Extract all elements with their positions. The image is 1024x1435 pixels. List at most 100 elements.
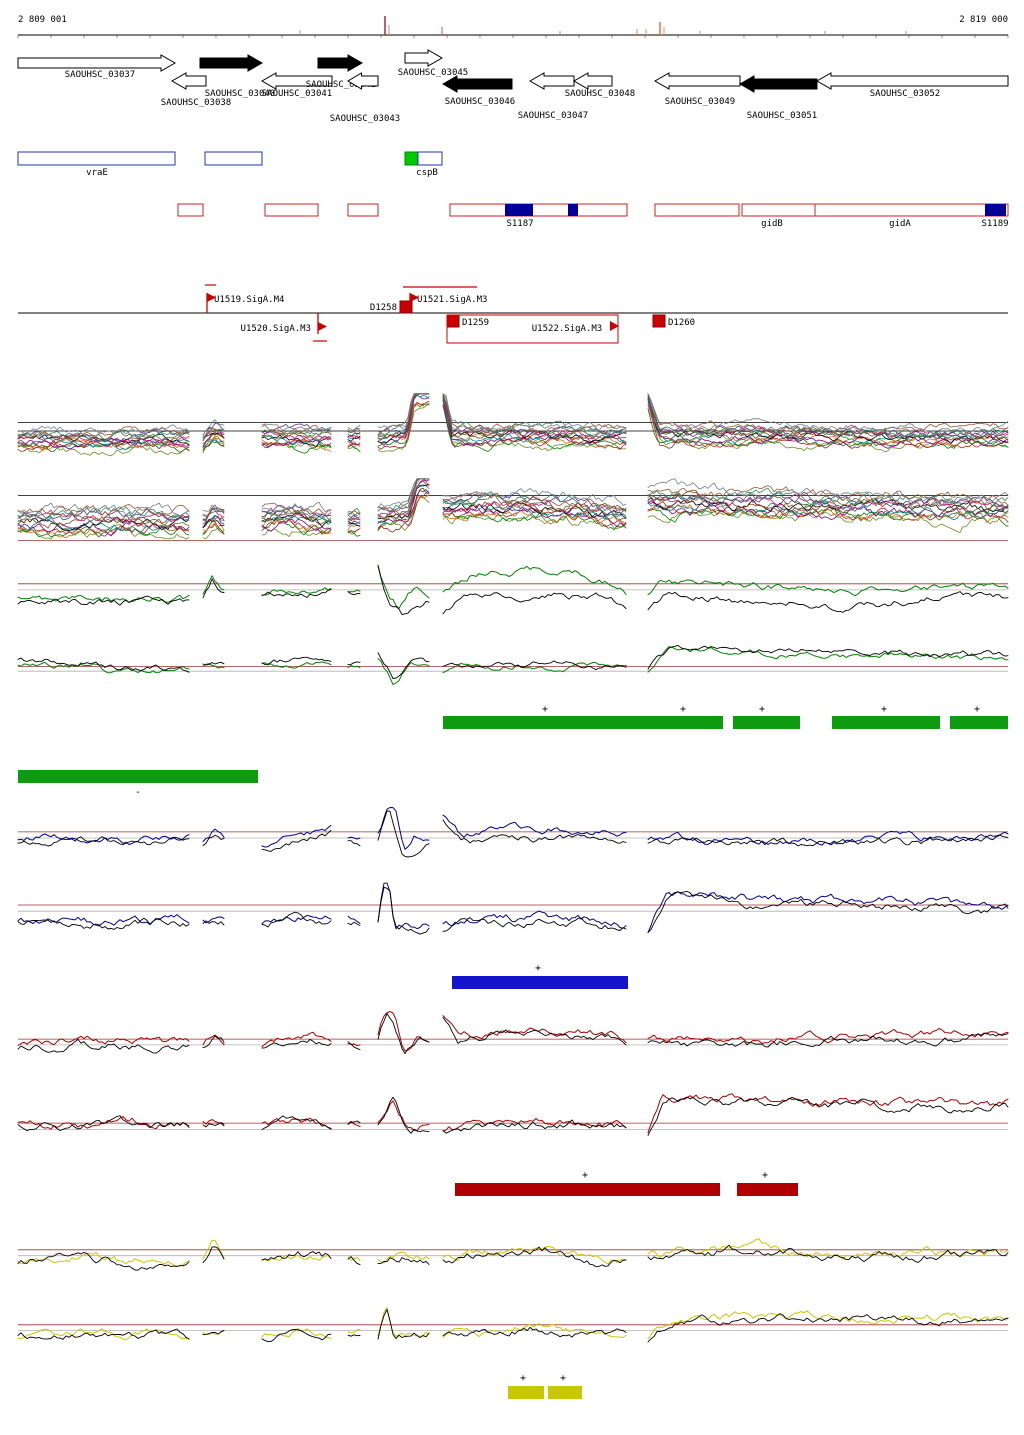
tss-label: D1258 — [370, 303, 397, 313]
expression-trace — [442, 1326, 627, 1338]
expression-trace — [202, 575, 225, 595]
expression-trace — [347, 424, 361, 433]
expression-trace — [347, 664, 361, 669]
gene-arrow-SAOUHSC_03046[interactable] — [441, 75, 513, 93]
strand-sign: + — [535, 963, 541, 974]
operon-box[interactable] — [264, 203, 319, 217]
expression-trace — [377, 393, 430, 429]
srna-box[interactable] — [505, 204, 533, 216]
strand-sign: + — [560, 1373, 566, 1384]
expression-trace — [647, 591, 1009, 613]
gene-arrow-SAOUHSC_03045[interactable] — [404, 49, 444, 67]
expression-trace — [347, 517, 361, 521]
segment-bar[interactable] — [452, 976, 628, 989]
expression-trace — [202, 834, 225, 847]
tss-terminator-box[interactable] — [652, 314, 666, 328]
operon-box[interactable] — [741, 203, 1009, 217]
segment-bar[interactable] — [950, 716, 1008, 729]
expression-trace — [17, 1328, 190, 1340]
gene-label: SAOUHSC_03052 — [870, 89, 940, 99]
gene-arrow-SAOUHSC_03043[interactable] — [347, 72, 379, 90]
expression-trace — [442, 662, 627, 673]
gene-arrow-SAOUHSC_03048[interactable] — [572, 72, 613, 90]
expression-trace — [442, 394, 627, 436]
tss-operon-outline[interactable] — [446, 314, 619, 344]
operon-box[interactable] — [177, 203, 204, 217]
feature-box-blue[interactable] — [417, 151, 443, 166]
expression-trace — [377, 564, 430, 609]
srna-box[interactable] — [985, 204, 1006, 216]
expression-trace — [17, 595, 190, 606]
segment-bar[interactable] — [733, 716, 800, 729]
gene-arrow-SAOUHSC_03037[interactable] — [17, 54, 177, 72]
gene-arrow-SAOUHSC_03051[interactable] — [738, 75, 818, 93]
segment-bar[interactable] — [443, 716, 723, 729]
segment-bar[interactable] — [548, 1386, 582, 1399]
feature-box-blue[interactable] — [17, 151, 176, 166]
gene-label: SAOUHSC_03051 — [747, 111, 817, 121]
expression-trace — [17, 661, 190, 674]
expression-trace — [202, 515, 225, 529]
gene-arrow-SAOUHSC_03042[interactable] — [317, 54, 364, 72]
strand-sign: + — [974, 704, 980, 715]
expression-trace — [202, 432, 225, 441]
expression-trace — [442, 499, 627, 514]
expression-trace — [17, 594, 190, 603]
expression-trace — [377, 1096, 430, 1134]
expression-trace — [377, 394, 430, 440]
expression-trace — [202, 1035, 225, 1049]
expression-trace — [202, 1034, 225, 1046]
gene-label: SAOUHSC_03041 — [262, 89, 332, 99]
srna-box[interactable] — [568, 204, 578, 216]
ruler-end-label: 2 819 000 — [959, 15, 1008, 25]
expression-trace — [347, 511, 361, 517]
operon-box[interactable] — [654, 203, 740, 217]
expression-trace — [442, 405, 627, 450]
expression-trace — [202, 578, 225, 599]
segment-bar[interactable] — [832, 716, 940, 729]
feature-box-blue[interactable] — [404, 151, 419, 166]
expression-trace — [377, 1251, 430, 1264]
tss-flag-icon[interactable] — [318, 322, 327, 331]
gene-arrow-SAOUHSC_03047[interactable] — [528, 72, 575, 90]
tss-flag-icon[interactable] — [410, 293, 419, 302]
gene-arrow-SAOUHSC_03040[interactable] — [199, 54, 264, 72]
segment-bar[interactable] — [18, 770, 258, 783]
expression-trace — [17, 520, 190, 536]
expression-trace — [647, 497, 1009, 513]
expression-trace — [647, 508, 1009, 533]
tss-flag-icon[interactable] — [207, 293, 216, 302]
expression-trace — [377, 565, 430, 615]
expression-trace — [261, 512, 332, 528]
gene-label: SAOUHSC_03049 — [665, 97, 735, 107]
segment-bar[interactable] — [737, 1183, 798, 1196]
segment-bar[interactable] — [508, 1386, 544, 1399]
expression-trace — [647, 890, 1009, 934]
tss-flag-icon[interactable] — [610, 321, 619, 331]
expression-trace — [377, 1100, 430, 1132]
expression-panel-4 — [17, 644, 1009, 686]
feature-box-blue[interactable] — [204, 151, 263, 166]
expression-trace — [647, 492, 1009, 514]
segment-bar-row-2: - — [18, 770, 258, 798]
gene-arrow-SAOUHSC_03049[interactable] — [653, 72, 741, 90]
gene-arrow-SAOUHSC_03038[interactable] — [170, 72, 207, 90]
segment-bar[interactable] — [455, 1183, 720, 1196]
expression-trace — [647, 395, 1009, 440]
expression-trace — [202, 428, 225, 438]
gene-arrow-SAOUHSC_03041[interactable] — [260, 72, 333, 90]
expression-trace — [347, 840, 361, 847]
expression-trace — [261, 501, 332, 513]
expression-trace — [442, 499, 627, 520]
operon-box[interactable] — [347, 203, 379, 217]
expression-trace — [442, 397, 627, 441]
expression-panel-1 — [17, 393, 1009, 457]
operon-box[interactable] — [449, 203, 628, 217]
gene-arrow-SAOUHSC_03052[interactable] — [815, 72, 1009, 90]
tss-terminator-box[interactable] — [399, 300, 413, 314]
red-feature-track: S1187 gidB gidA S1189 — [177, 203, 1009, 229]
gene-label: SAOUHSC_03045 — [398, 68, 468, 78]
feature-label: gidB — [761, 219, 783, 229]
tss-terminator-box[interactable] — [446, 314, 460, 328]
expression-trace — [17, 836, 190, 847]
